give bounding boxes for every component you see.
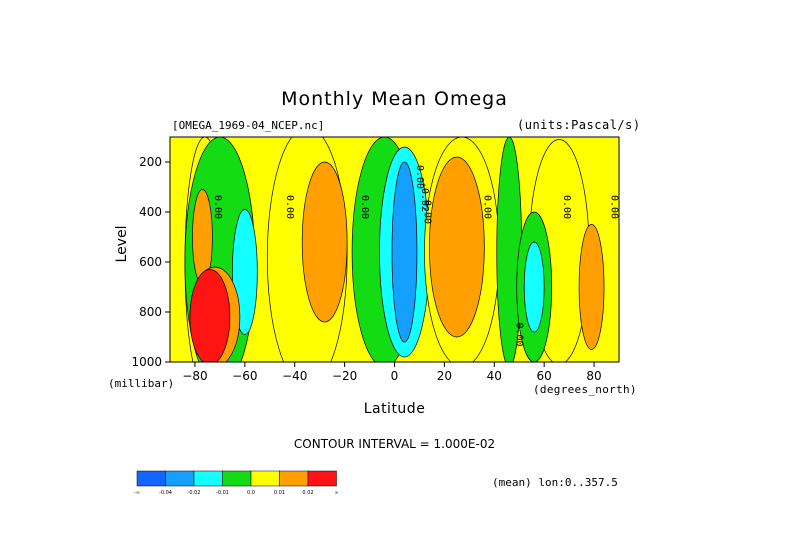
y-tick-label: 200 [139, 155, 162, 169]
colorbar-label: -0.01 [216, 490, 229, 496]
colorbar-label: 0.02 [302, 490, 313, 496]
contour-label: 0.00 [609, 195, 620, 219]
colorbar-swatch [165, 470, 195, 487]
contour-label: -0.02 [419, 182, 430, 212]
contour-label: 0.00 [414, 165, 425, 189]
units-label: (units:Pascal/s) [517, 118, 641, 132]
y-axis-unit: (millibar) [108, 377, 175, 390]
colorbar-swatch [307, 470, 337, 487]
contour-region [301, 161, 348, 323]
contour-region [429, 156, 485, 338]
contour-regions [184, 137, 605, 362]
colorbar-label: 0.01 [274, 490, 285, 496]
x-tick-label: 60 [537, 369, 552, 383]
colorbar-swatch [136, 470, 166, 487]
colorbar-label: -∞ [134, 490, 140, 496]
contour-label: 0.00 [481, 195, 492, 219]
contour-interval-label: CONTOUR INTERVAL = 1.000E-02 [293, 437, 496, 451]
contour-label: 0.00 [212, 195, 223, 219]
colorbar-swatch [250, 470, 280, 487]
y-tick-label: 1000 [131, 355, 162, 369]
contour-region [578, 224, 605, 350]
colorbar-label: -0.04 [159, 490, 172, 496]
contour-label: 0.00 [514, 322, 525, 346]
x-tick-label: −60 [232, 369, 257, 383]
colorbar-swatch [222, 470, 252, 487]
contour-label: 0.00 [561, 195, 572, 219]
colorbar-swatch [193, 470, 223, 487]
contour-region [189, 269, 231, 362]
contour-region [523, 241, 545, 333]
y-tick-label: 400 [139, 205, 162, 219]
x-tick-label: 20 [437, 369, 452, 383]
x-tick-label: −40 [282, 369, 307, 383]
contour-region [391, 161, 418, 343]
contour-label: 0.00 [284, 195, 295, 219]
dataset-filename: [OMEGA_1969-04_NCEP.nc] [172, 119, 325, 132]
x-tick-label: 0 [391, 369, 399, 383]
colorbar-label: ∞ [334, 490, 338, 496]
colorbar-label: 0.0 [247, 490, 255, 496]
x-tick-label: −80 [182, 369, 207, 383]
x-axis-title: Latitude [363, 401, 426, 417]
colorbar-swatch [279, 470, 309, 487]
mean-longitude-label: (mean) lon:0..357.5 [492, 476, 618, 489]
x-axis-unit: (degrees_north) [533, 383, 637, 396]
contour-label: 0.00 [421, 200, 432, 224]
x-tick-label: 80 [586, 369, 601, 383]
y-tick-label: 600 [139, 255, 162, 269]
chart-title: Monthly Mean Omega [281, 88, 508, 110]
colorbar-label: -0.02 [188, 490, 201, 496]
x-tick-label: 40 [487, 369, 502, 383]
y-tick-label: 800 [139, 305, 162, 319]
contour-label: 0.00 [359, 195, 370, 219]
x-tick-label: −20 [332, 369, 357, 383]
